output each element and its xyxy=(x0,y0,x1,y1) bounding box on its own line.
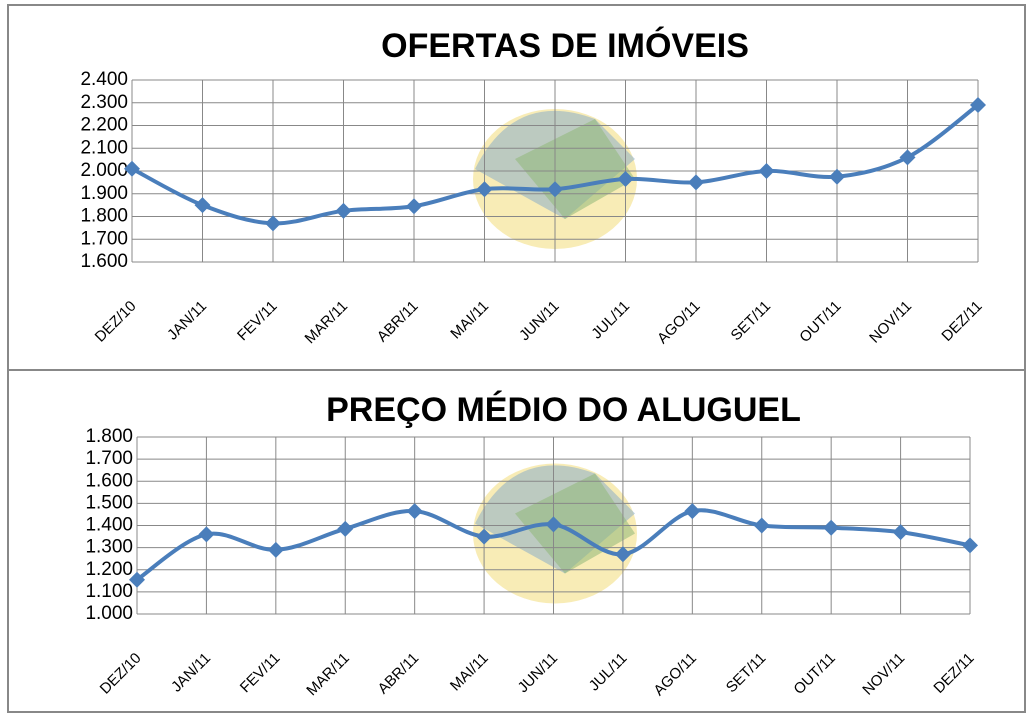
data-point xyxy=(688,174,704,191)
y-tick-label: 1.500 xyxy=(85,492,133,513)
y-tick-label: 1.700 xyxy=(85,448,133,469)
y-tick-label: 2.300 xyxy=(80,92,128,113)
data-point xyxy=(753,517,770,534)
y-tick-label: 1.700 xyxy=(80,228,128,249)
y-tick-label: 1.600 xyxy=(85,470,133,491)
y-tick-label: 1.000 xyxy=(85,603,133,624)
data-point xyxy=(684,503,701,520)
y-tick-label: 1.800 xyxy=(85,426,133,447)
y-tick-label: 1.900 xyxy=(80,183,128,204)
data-point xyxy=(547,181,563,198)
data-point xyxy=(124,160,140,177)
data-point xyxy=(823,519,840,536)
data-point xyxy=(337,520,354,537)
y-tick-label: 1.200 xyxy=(85,559,133,580)
y-tick-label: 1.400 xyxy=(85,515,133,536)
data-point xyxy=(194,197,211,214)
data-point xyxy=(614,546,631,563)
data-point xyxy=(970,97,986,114)
data-point xyxy=(617,170,634,187)
y-tick-label: 2.400 xyxy=(80,69,128,90)
y-tick-label: 1.600 xyxy=(80,251,128,272)
watermark xyxy=(515,473,635,574)
y-tick-label: 2.200 xyxy=(80,115,128,136)
y-tick-label: 2.100 xyxy=(80,137,128,158)
y-tick-label: 1.800 xyxy=(80,206,128,227)
data-point xyxy=(198,526,215,543)
data-point xyxy=(892,524,909,541)
data-point xyxy=(129,571,145,588)
chart-title: PREÇO MÉDIO DO ALUGUEL xyxy=(326,391,801,429)
data-point xyxy=(265,215,281,232)
data-point xyxy=(829,168,845,185)
y-tick-label: 1.300 xyxy=(85,537,133,558)
data-point xyxy=(476,528,493,545)
data-point xyxy=(335,202,352,219)
data-point xyxy=(962,537,978,554)
chart-frame xyxy=(7,369,1026,713)
data-point xyxy=(899,149,916,166)
data-point xyxy=(476,181,493,198)
y-tick-label: 1.100 xyxy=(85,581,133,602)
chart-title: OFERTAS DE IMÓVEIS xyxy=(381,27,749,65)
data-point xyxy=(758,163,775,179)
data-point xyxy=(545,516,562,533)
data-point xyxy=(267,541,284,558)
y-tick-label: 2.000 xyxy=(80,160,128,181)
data-point xyxy=(406,503,423,520)
data-point xyxy=(406,198,422,215)
